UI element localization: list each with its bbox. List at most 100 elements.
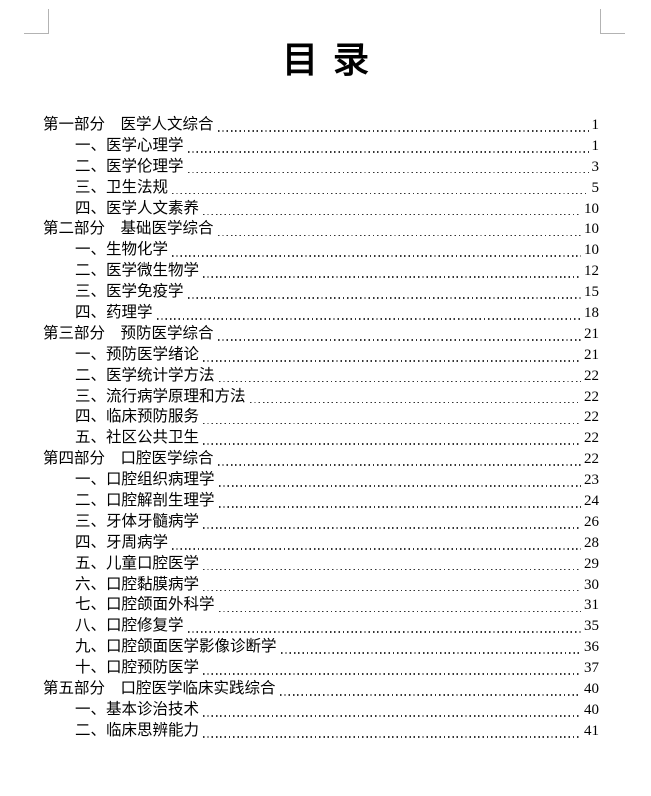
toc-dot-leader	[156, 318, 581, 320]
toc-entry[interactable]: 六、口腔黏膜病学 30	[43, 575, 599, 596]
toc-dot-leader	[203, 359, 581, 362]
toc-dot-leader	[172, 192, 589, 195]
toc-page-number: 10	[584, 221, 599, 238]
toc-entry-label: 二、医学统计学方法	[75, 366, 215, 384]
toc-entry-label: 七、口腔颌面外科学	[75, 596, 215, 614]
toc-page-number: 37	[584, 660, 599, 677]
toc-entry-label: 三、医学免疫学	[75, 283, 184, 301]
toc-page-number: 22	[584, 451, 599, 468]
toc-dot-leader	[172, 255, 581, 258]
toc-entry-label: 五、儿童口腔医学	[75, 554, 200, 572]
toc-entry-label: 三、牙体牙髓病学	[75, 512, 200, 530]
toc-page-number: 22	[584, 430, 599, 447]
toc-entry-label: 第五部分 口腔医学临床实践综合	[43, 680, 276, 698]
toc-entry[interactable]: 三、牙体牙髓病学 26	[43, 512, 599, 533]
toc-entry-label: 第二部分 基础医学综合	[43, 220, 214, 238]
toc-entry-label: 一、医学心理学	[75, 136, 184, 154]
toc-dot-leader	[218, 610, 581, 613]
toc-entry-label: 一、生物化学	[75, 241, 169, 259]
toc-page-number: 5	[591, 179, 600, 196]
toc-entry[interactable]: 五、儿童口腔医学 29	[43, 554, 599, 575]
toc-page-number: 40	[584, 681, 599, 698]
toc-entry-label: 五、社区公共卫生	[75, 429, 200, 447]
toc-dot-leader	[187, 297, 581, 299]
toc-dot-leader	[203, 715, 581, 717]
toc-entry[interactable]: 二、医学统计学方法 22	[43, 366, 599, 387]
toc-dot-leader	[203, 589, 581, 592]
toc-dot-leader	[203, 422, 581, 425]
toc-page-number: 24	[584, 493, 599, 510]
toc-entry[interactable]: 二、医学伦理学 3	[43, 157, 599, 178]
toc-entry[interactable]: 第二部分 基础医学综合 10	[43, 219, 599, 240]
toc-entry[interactable]: 三、卫生法规 5	[43, 178, 599, 199]
toc-entry-label: 第一部分 医学人文综合	[43, 116, 214, 133]
toc-entry[interactable]: 一、口腔组织病理学 23	[43, 470, 599, 491]
toc-page-number: 15	[584, 284, 599, 301]
toc-entry[interactable]: 一、医学心理学 1	[43, 136, 599, 157]
page-title: 目录	[281, 40, 384, 80]
toc-entry[interactable]: 三、流行病学原理和方法 22	[43, 387, 599, 408]
toc-dot-leader	[249, 401, 581, 404]
toc-dot-leader	[217, 130, 589, 132]
toc-entry[interactable]: 一、预防医学绪论 21	[43, 345, 599, 366]
toc-page-number: 41	[584, 722, 599, 739]
toc-dot-leader	[203, 213, 581, 216]
toc-dot-leader	[203, 443, 581, 446]
toc-dot-leader	[203, 527, 581, 529]
toc-entry[interactable]: 第一部分 医学人文综合 1	[43, 115, 599, 136]
toc-page-number: 35	[584, 618, 599, 635]
toc-dot-leader	[217, 464, 581, 466]
toc-page-number: 26	[584, 513, 599, 530]
toc-entry[interactable]: 第五部分 口腔医学临床实践综合 40	[43, 679, 599, 700]
toc-entry[interactable]: 七、口腔颌面外科学 31	[43, 595, 599, 616]
toc-entry[interactable]: 二、临床思辨能力 41	[43, 721, 599, 742]
toc-entry[interactable]: 十、口腔预防医学 37	[43, 658, 599, 679]
toc-dot-leader	[218, 506, 581, 508]
toc-entry[interactable]: 四、临床预防服务 22	[43, 407, 599, 428]
toc-entry-label: 四、药理学	[75, 304, 153, 322]
toc-dot-leader	[218, 380, 581, 383]
toc-entry-label: 第四部分 口腔医学综合	[43, 450, 214, 468]
toc-page-number: 36	[584, 639, 599, 656]
table-of-contents: 第一部分 医学人文综合 1 一、医学心理学 1 二、医学伦理学 3 三、卫生法规 5 四、医学人…	[43, 115, 599, 742]
toc-entry[interactable]: 二、口腔解剖生理学 24	[43, 491, 599, 512]
toc-dot-leader	[218, 485, 581, 487]
toc-entry[interactable]: 八、口腔修复学 35	[43, 616, 599, 637]
toc-entry-label: 四、牙周病学	[75, 533, 169, 551]
toc-dot-leader	[187, 171, 589, 174]
toc-page-number: 1	[591, 137, 600, 154]
toc-entry[interactable]: 四、医学人文素养 10	[43, 199, 599, 220]
toc-page-number: 40	[584, 701, 599, 718]
toc-entry[interactable]: 四、药理学 18	[43, 303, 599, 324]
toc-entry-label: 二、医学微生物学	[75, 262, 200, 280]
toc-entry[interactable]: 第三部分 预防医学综合 21	[43, 324, 599, 345]
toc-entry[interactable]: 三、医学免疫学 15	[43, 282, 599, 303]
toc-entry-label: 一、口腔组织病理学	[75, 471, 215, 489]
toc-page-number: 22	[584, 388, 599, 405]
toc-dot-leader	[187, 151, 589, 153]
toc-entry-label: 九、口腔颌面医学影像诊断学	[75, 638, 277, 656]
toc-entry[interactable]: 九、口腔颌面医学影像诊断学 36	[43, 637, 599, 658]
toc-entry[interactable]: 一、基本诊治技术 40	[43, 700, 599, 721]
toc-dot-leader	[217, 339, 581, 341]
toc-entry-label: 二、口腔解剖生理学	[75, 492, 215, 510]
toc-entry[interactable]: 五、社区公共卫生 22	[43, 428, 599, 449]
toc-page-number: 21	[584, 346, 599, 363]
toc-page-number: 28	[584, 534, 599, 551]
toc-entry-label: 十、口腔预防医学	[75, 659, 200, 677]
toc-page-number: 3	[591, 158, 600, 175]
toc-entry[interactable]: 四、牙周病学 28	[43, 533, 599, 554]
toc-entry-label: 第三部分 预防医学综合	[43, 324, 214, 342]
toc-entry[interactable]: 二、医学微生物学 12	[43, 261, 599, 282]
margin-crop-mark-top-right	[600, 9, 625, 34]
toc-entry[interactable]: 一、生物化学 10	[43, 240, 599, 261]
toc-page-number: 10	[584, 200, 599, 217]
toc-entry[interactable]: 第四部分 口腔医学综合 22	[43, 449, 599, 470]
toc-page-number: 22	[584, 367, 599, 384]
toc-page-number: 23	[584, 472, 599, 489]
margin-crop-mark-top-left	[24, 9, 49, 34]
toc-dot-leader	[203, 276, 581, 278]
toc-entry-label: 八、口腔修复学	[75, 617, 184, 635]
toc-entry-label: 二、临床思辨能力	[75, 721, 200, 739]
